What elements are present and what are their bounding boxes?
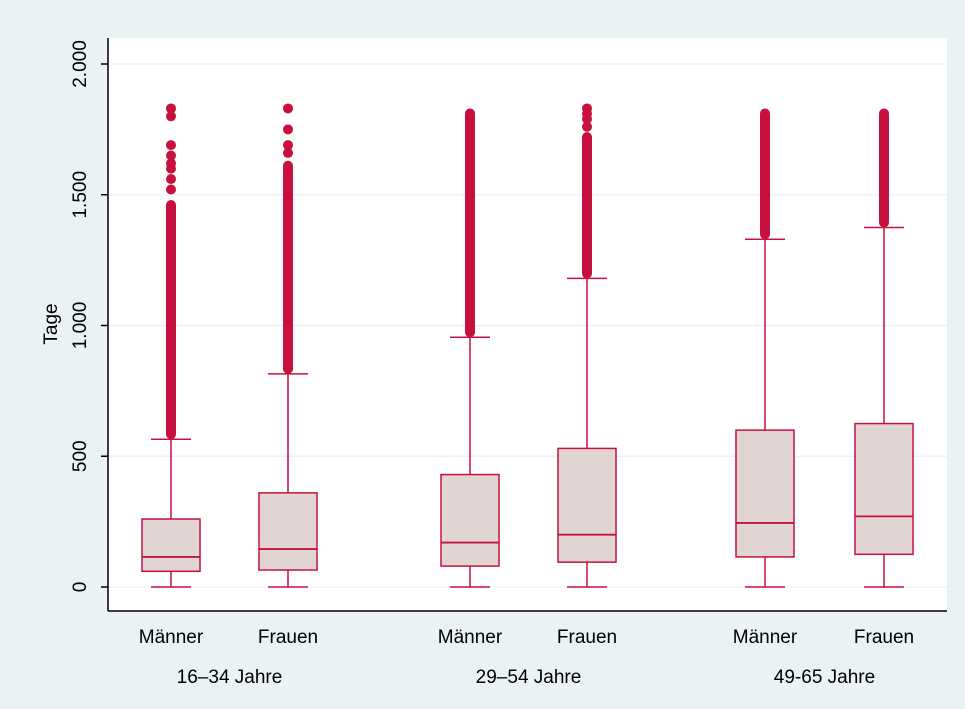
category-label: Männer (733, 627, 798, 648)
box-frauen (557, 103, 617, 588)
x-axis-labels: Männer Frauen 16–34 Jahre Männer Frauen 29–54… (139, 627, 914, 688)
category-label: Frauen (258, 627, 318, 648)
outlier-band (166, 199, 176, 440)
plot-area (108, 38, 947, 611)
y-tick-label: 0 (70, 582, 91, 593)
outlier-band (283, 160, 293, 374)
y-tick-label: 2.000 (70, 40, 91, 88)
group-label: 29–54 Jahre (476, 667, 582, 688)
box-iqr (557, 447, 617, 563)
box-männer (735, 108, 795, 588)
box-iqr (854, 422, 914, 556)
y-tick-label: 1.500 (70, 171, 91, 219)
outlier-band (465, 108, 475, 338)
box-frauen (854, 108, 914, 588)
outlier-point (166, 140, 176, 151)
group-label: 49-65 Jahre (774, 667, 875, 688)
outlier-point (166, 111, 176, 122)
box-iqr (141, 518, 201, 573)
outlier-band (760, 108, 770, 240)
outlier-point (582, 121, 592, 132)
outlier-point (283, 103, 293, 114)
outlier-point (166, 103, 176, 114)
box-iqr (258, 492, 318, 571)
outlier-band (582, 131, 592, 279)
outlier-point (166, 184, 176, 195)
outlier-point (283, 124, 293, 135)
y-tick-label: 500 (70, 440, 91, 472)
category-label: Frauen (854, 627, 914, 648)
box-männer (440, 108, 500, 588)
category-label: Männer (438, 627, 503, 648)
box-iqr (440, 473, 500, 567)
grid-lines (108, 63, 947, 588)
outlier-point (166, 150, 176, 161)
outlier-point (283, 140, 293, 151)
category-label: Männer (139, 627, 204, 648)
outlier-point (283, 147, 293, 158)
box-männer (141, 103, 201, 588)
outlier-band (879, 108, 889, 228)
category-label: Frauen (557, 627, 617, 648)
outlier-point (582, 103, 592, 114)
group-label: 16–34 Jahre (177, 667, 283, 688)
y-tick-label: 1.000 (70, 302, 91, 350)
box-frauen (258, 103, 318, 588)
box-series (141, 103, 914, 588)
box-iqr (735, 429, 795, 558)
y-axis-ticks: 0 500 1.000 1.500 2.000 (70, 40, 108, 592)
outlier-point (166, 174, 176, 185)
y-axis-title: Tage (41, 303, 62, 344)
outlier-point (166, 158, 176, 169)
